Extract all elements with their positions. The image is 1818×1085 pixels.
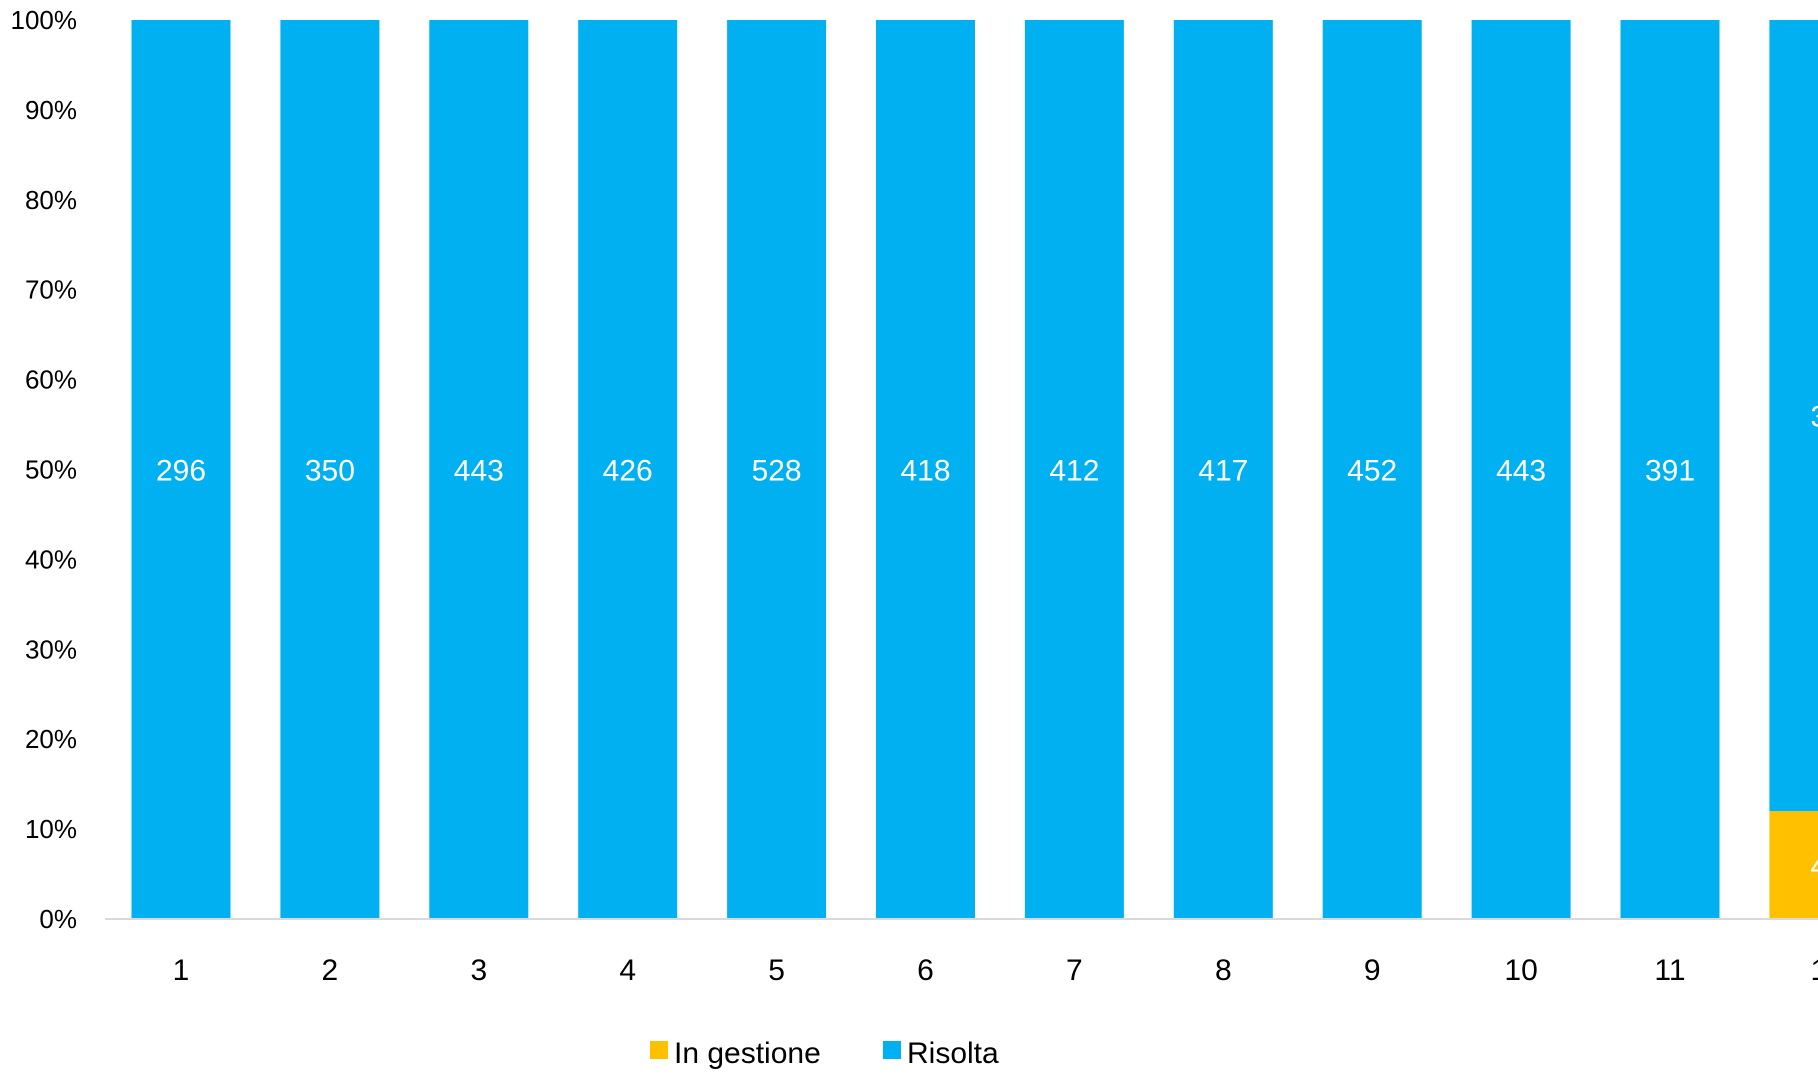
data-label: 296 [156, 455, 206, 488]
bar-segment-risolta [131, 20, 231, 919]
data-label: 443 [454, 455, 504, 488]
bar-segment-risolta [1024, 20, 1124, 919]
bar-segment-risolta [1322, 20, 1422, 919]
y-tick-label: 20% [25, 724, 77, 754]
x-tick-label: 4 [619, 954, 636, 987]
y-tick-label: 90% [25, 95, 77, 125]
y-tick-label: 10% [25, 814, 77, 844]
data-label: 3 [1811, 401, 1818, 434]
data-label: 418 [900, 455, 950, 488]
data-label: 528 [752, 455, 802, 488]
bar-segment-risolta [429, 20, 529, 919]
data-label: 350 [305, 455, 355, 488]
y-tick-label: 80% [25, 185, 77, 215]
x-tick-label: 11 [1654, 954, 1685, 987]
data-labels: 296 350 443 426 528 418 412 417 452 443 391 4 3 [156, 401, 1818, 884]
x-axis-tick-labels: 12345678910111 [173, 954, 1818, 987]
x-tick-label: 10 [1504, 954, 1537, 987]
bar-segment-risolta [578, 20, 678, 919]
legend-label-risolta: Risolta [907, 1037, 999, 1070]
bar-segment-risolta [876, 20, 975, 919]
data-label: 412 [1049, 455, 1099, 488]
data-label: 4 [1811, 850, 1818, 883]
bar-segment-risolta [1769, 20, 1818, 812]
data-label: 391 [1645, 455, 1695, 488]
legend-label-in-gestione: In gestione [674, 1037, 821, 1070]
data-label: 426 [603, 455, 653, 488]
bar-segment-risolta [280, 20, 380, 919]
x-tick-label: 6 [917, 954, 934, 987]
bar-segment-in-gestione [1769, 811, 1818, 919]
x-tick-label: 5 [768, 954, 785, 987]
x-tick-label: 2 [322, 954, 339, 987]
bar-segment-risolta [1173, 20, 1273, 919]
bar-segment-risolta [1471, 20, 1571, 919]
y-tick-label: 0% [39, 904, 77, 934]
x-tick-label: 1 [1811, 954, 1818, 987]
y-tick-label: 30% [25, 634, 77, 664]
legend-swatch-in-gestione [650, 1041, 668, 1059]
y-tick-label: 50% [25, 455, 77, 485]
bar-segment-risolta [727, 20, 827, 919]
bar-segment-risolta [1620, 20, 1720, 919]
x-tick-label: 9 [1364, 954, 1381, 987]
x-tick-label: 8 [1215, 954, 1232, 987]
legend: In gestione Risolta [650, 1037, 999, 1070]
y-tick-label: 40% [25, 544, 77, 574]
x-tick-label: 3 [470, 954, 487, 987]
legend-swatch-risolta [883, 1041, 901, 1059]
y-tick-label: 70% [25, 275, 77, 305]
bars [131, 20, 1818, 919]
x-tick-label: 7 [1066, 954, 1083, 987]
data-label: 452 [1347, 455, 1397, 488]
y-axis-tick-labels: 0% 10% 20% 30% 40% 50% 60% 70% 80% 90% 100% [11, 5, 78, 934]
y-tick-label: 100% [11, 5, 78, 35]
y-tick-label: 60% [25, 365, 77, 395]
data-label: 417 [1198, 455, 1248, 488]
data-label: 443 [1496, 455, 1546, 488]
x-tick-label: 1 [173, 954, 190, 987]
